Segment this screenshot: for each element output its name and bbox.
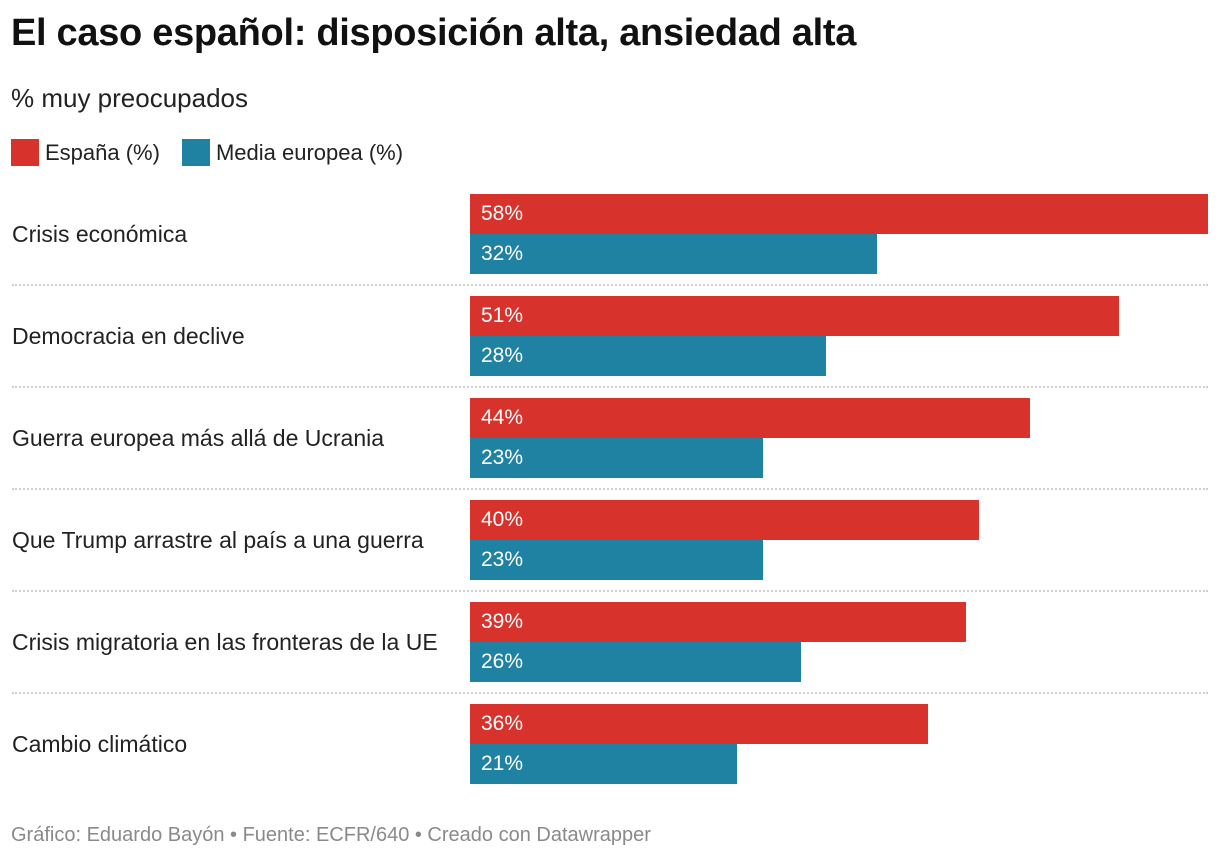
bar-spain: 51% <box>470 296 1119 336</box>
bar-value-label: 36% <box>481 712 524 735</box>
row-separator <box>12 692 1208 694</box>
bar-spain: 58% <box>470 194 1208 234</box>
bar-value-label: 40% <box>481 508 524 531</box>
bar-value-label: 21% <box>481 752 524 775</box>
bar-spain: 39% <box>470 602 966 642</box>
bar-europe: 28% <box>470 336 826 376</box>
bar-spain: 40% <box>470 500 979 540</box>
chart-footer: Gráfico: Eduardo Bayón • Fuente: ECFR/64… <box>11 824 651 846</box>
legend-swatch-europe <box>181 139 210 166</box>
category-label: Cambio climático <box>12 730 188 757</box>
legend-label-europe: Media europea (%) <box>215 139 404 165</box>
bar-spain: 44% <box>470 398 1030 438</box>
category-label: Que Trump arrastre al país a una guerra <box>12 526 424 553</box>
bar-value-label: 32% <box>481 242 524 265</box>
legend-label-spain: España (%) <box>45 139 160 165</box>
bar-value-label: 23% <box>481 548 524 571</box>
legend: España (%) Media europea (%) <box>11 139 425 166</box>
bar-europe: 21% <box>470 744 737 784</box>
row-separator <box>12 284 1208 286</box>
bar-europe: 23% <box>470 438 763 478</box>
legend-item-spain: España (%) <box>11 139 160 166</box>
category-row: Cambio climático 36% 21% <box>0 704 1220 806</box>
chart-title: El caso español: disposición alta, ansie… <box>11 12 857 54</box>
row-separator <box>12 386 1208 388</box>
bar-value-label: 26% <box>481 650 524 673</box>
category-row: Guerra europea más allá de Ucrania 44% 23% <box>0 398 1220 500</box>
bar-europe: 32% <box>470 234 877 274</box>
category-row: Crisis económica 58% 32% <box>0 194 1220 296</box>
bar-value-label: 39% <box>481 610 524 633</box>
bar-value-label: 23% <box>481 446 524 469</box>
row-separator <box>12 590 1208 592</box>
bar-value-label: 44% <box>481 406 524 429</box>
category-label: Crisis económica <box>12 220 188 247</box>
category-label: Guerra europea más allá de Ucrania <box>12 424 385 451</box>
bar-value-label: 28% <box>481 344 524 367</box>
category-row: Crisis migratoria en las fronteras de la… <box>0 602 1220 704</box>
bar-spain: 36% <box>470 704 928 744</box>
bar-europe: 26% <box>470 642 801 682</box>
row-separator <box>12 488 1208 490</box>
legend-item-europe: Media europea (%) <box>181 139 404 166</box>
bar-value-label: 58% <box>481 202 524 225</box>
chart-subtitle: % muy preocupados <box>11 83 249 113</box>
category-label: Crisis migratoria en las fronteras de la… <box>12 628 438 655</box>
bar-value-label: 51% <box>481 304 524 327</box>
category-label: Democracia en declive <box>12 322 245 349</box>
category-row: Que Trump arrastre al país a una guerra 4… <box>0 500 1220 602</box>
category-row: Democracia en declive 51% 28% <box>0 296 1220 398</box>
legend-swatch-spain <box>11 139 39 166</box>
bar-europe: 23% <box>470 540 763 580</box>
